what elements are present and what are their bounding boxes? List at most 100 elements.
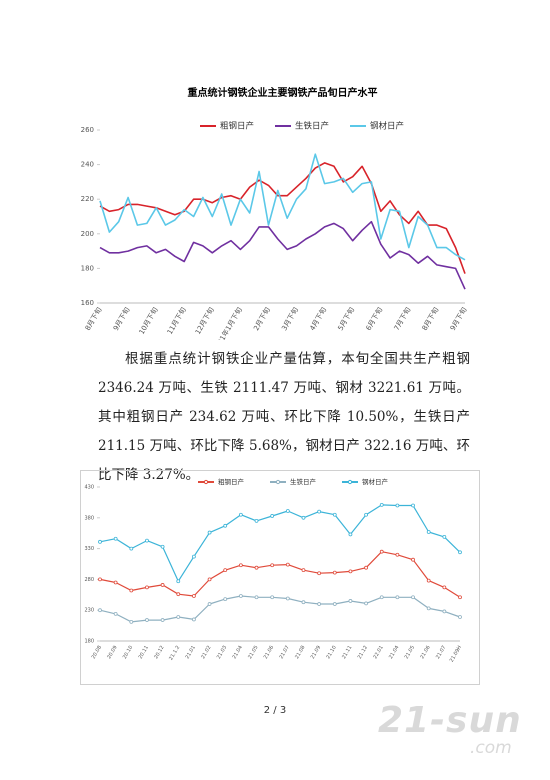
data-point [145, 538, 149, 543]
data-point [192, 617, 196, 622]
legend-label: 钢材日产 [362, 477, 389, 486]
data-point [129, 588, 134, 593]
data-point [395, 503, 400, 508]
legend-marker [347, 479, 353, 485]
data-point [192, 594, 196, 598]
data-point [207, 530, 212, 535]
x-tick-label: 8月下旬 [83, 306, 104, 333]
data-point [207, 577, 212, 582]
x-tick-label: 21.07 [435, 645, 447, 660]
series-line [99, 595, 461, 623]
data-point [426, 606, 431, 611]
series-line [99, 551, 461, 598]
data-point [411, 595, 415, 600]
data-point [113, 536, 118, 541]
x-tick-label: 20.08 [91, 645, 103, 660]
series-line [99, 162, 466, 274]
legend-label: 生铁日产 [295, 121, 329, 132]
x-tick-label: 21.03 [216, 645, 228, 660]
data-point [379, 549, 384, 554]
data-point [254, 518, 259, 523]
series-line [99, 220, 466, 290]
series-line [99, 153, 466, 261]
chart-title: 重点统计钢铁企业主要钢铁产品旬日产水平 [188, 86, 378, 99]
x-tick-label: 21.12 [357, 645, 369, 660]
y-tick-label: 220 [81, 195, 94, 203]
data-point [238, 563, 243, 568]
data-point [426, 578, 431, 583]
x-tick-label: 9月下旬 [448, 306, 469, 333]
watermark: 21-sun [378, 700, 522, 741]
data-point [364, 565, 368, 570]
x-tick-label: 21年1月下旬 [215, 306, 243, 341]
data-point [98, 608, 102, 613]
legend-marker [203, 479, 209, 485]
legend-marker [275, 479, 281, 485]
data-point [301, 600, 306, 605]
x-tick-label: 21.04 [232, 645, 244, 660]
data-point [176, 615, 181, 619]
x-tick-label: 21.05 [247, 645, 259, 660]
chart: 180 230 280 330 380 430 20.08 20.09 20.10 20.11 20… [80, 470, 480, 685]
x-tick-label: 21.09H [449, 645, 463, 664]
x-tick-label: 2月下旬 [251, 306, 272, 333]
y-tick-label: 240 [81, 161, 94, 169]
x-tick-label: 21.1.2 [168, 645, 181, 662]
x-tick-label: 21.01 [185, 645, 197, 660]
data-point [442, 585, 447, 590]
data-point [364, 512, 368, 517]
y-tick-label: 330 [84, 546, 94, 552]
x-tick-label: 11月下旬 [165, 306, 188, 336]
data-point [332, 602, 337, 606]
data-point [270, 514, 275, 518]
data-point [442, 609, 447, 614]
y-tick-label: 280 [84, 577, 94, 583]
data-point [223, 568, 228, 573]
x-tick-label: 20.09 [106, 645, 118, 660]
y-tick-label: 160 [81, 299, 94, 307]
data-point [238, 512, 243, 517]
chart: 重点统计钢铁企业主要钢铁产品旬日产水平 160 180 200 220 240 260 8月下… [81, 86, 469, 341]
paragraph: 根据重点统计钢铁企业产量估算，本旬全国共生产粗钢 2346.24 万吨、生铁 2… [98, 351, 470, 483]
data-point [113, 611, 118, 616]
data-point [301, 568, 306, 573]
x-tick-label: 6月下旬 [364, 306, 385, 333]
data-point [458, 595, 462, 600]
x-tick-label: 20.12 [153, 645, 165, 660]
data-point [145, 585, 149, 590]
x-tick-label: 21.09 [310, 645, 322, 660]
page-number: 2 / 3 [263, 705, 287, 716]
x-tick-label: 5月下旬 [336, 306, 357, 333]
data-point [270, 595, 275, 600]
data-point [270, 563, 275, 568]
data-point [364, 601, 368, 606]
watermark: .com [470, 738, 512, 758]
x-tick-label: 21.08 [294, 645, 306, 660]
data-point [348, 569, 353, 574]
data-point [129, 546, 134, 551]
x-tick-label: 21.05 [404, 645, 416, 660]
x-tick-label: 7月下旬 [392, 306, 413, 333]
data-point [379, 502, 384, 507]
data-point [395, 595, 400, 600]
data-point [411, 503, 415, 508]
data-point [285, 562, 290, 567]
legend-label: 生铁日产 [290, 477, 317, 486]
y-tick-label: 180 [81, 264, 94, 272]
data-point [317, 602, 322, 606]
data-point [160, 618, 165, 622]
legend-label: 钢材日产 [370, 121, 404, 132]
data-point [176, 579, 181, 584]
data-point [176, 592, 181, 597]
data-point [160, 583, 165, 587]
series-line [99, 504, 461, 582]
data-point [301, 515, 306, 520]
y-tick-label: 200 [81, 230, 94, 238]
data-point [348, 599, 353, 603]
data-point [238, 594, 243, 598]
data-point [113, 580, 118, 585]
data-point [379, 595, 384, 600]
x-tick-label: 21.06 [263, 645, 275, 660]
y-tick-label: 260 [81, 126, 94, 134]
